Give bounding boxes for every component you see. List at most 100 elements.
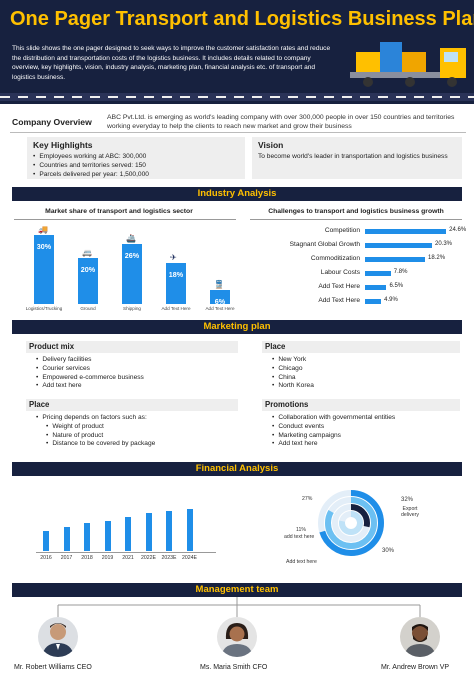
market-share-category: Add Text Here bbox=[205, 306, 235, 311]
industry-analysis-band: Industry Analysis bbox=[12, 187, 462, 201]
road-stripe bbox=[0, 93, 474, 101]
key-highlight-item: Parcels delivered per year: 1,500,000 bbox=[33, 170, 239, 179]
market-share-title: Market share of transport and logistics … bbox=[45, 208, 193, 215]
challenge-label: Labour Costs bbox=[320, 269, 360, 276]
challenge-row: Commoditization 18.2% bbox=[262, 254, 462, 265]
team-member-vp bbox=[400, 617, 440, 657]
divider bbox=[14, 219, 236, 220]
list-item: Pricing depends on factors such as: bbox=[36, 414, 238, 423]
challenge-label: Competition bbox=[324, 227, 360, 234]
truck-illustration bbox=[350, 38, 470, 90]
vision-box: Vision To become world's leader in trans… bbox=[252, 137, 462, 179]
challenge-label: Stagnant Global Growth bbox=[289, 241, 360, 248]
list-item: North Korea bbox=[272, 382, 460, 391]
divider bbox=[10, 132, 466, 133]
vision-text: To become world's leader in transportati… bbox=[258, 153, 448, 160]
team-member-name: Mr. Andrew Brown VP bbox=[381, 664, 450, 671]
pie-annotation: Export delivery bbox=[401, 506, 419, 518]
key-highlights-box: Key Highlights Employees working at ABC:… bbox=[27, 137, 245, 179]
donut-segment bbox=[339, 511, 363, 535]
financial-year-label: 2018 bbox=[81, 555, 93, 561]
challenge-label: Add Text Here bbox=[318, 283, 360, 290]
market-share-bar: 30% bbox=[34, 235, 54, 304]
donut-segment bbox=[325, 497, 377, 549]
pie-label: 30% bbox=[382, 548, 395, 554]
challenge-value: 4.9% bbox=[384, 297, 398, 303]
market-share-bar: 18% bbox=[166, 262, 186, 304]
financial-year-label: 2022E bbox=[140, 555, 156, 561]
challenges-title: Challenges to transport and logistics bu… bbox=[268, 208, 444, 215]
list-sub-item: Weight of product bbox=[46, 423, 238, 432]
chart-axis bbox=[36, 552, 216, 553]
challenge-label: Commoditization bbox=[310, 255, 360, 262]
financial-bar bbox=[43, 531, 49, 551]
header-description: This slide shows the one pager designed … bbox=[12, 45, 331, 81]
list-item: Empowered e-commerce business bbox=[36, 374, 238, 383]
list-item: Collaboration with governmental entities bbox=[272, 414, 460, 423]
avatar bbox=[38, 617, 78, 657]
market-share-category: Add Text Here bbox=[161, 306, 191, 311]
team-member-cfo bbox=[217, 617, 257, 657]
list-item: Delivery facilities bbox=[36, 356, 238, 365]
financial-bar bbox=[166, 511, 172, 551]
market-share-category: Logistics/Trucking bbox=[25, 306, 63, 311]
financial-year-label: 2016 bbox=[40, 555, 52, 561]
avatar bbox=[217, 617, 257, 657]
financial-year-label: 2024E bbox=[181, 555, 197, 561]
financial-donut-chart bbox=[318, 490, 384, 556]
market-share-category: Ground bbox=[80, 306, 96, 311]
list-item: Marketing campaigns bbox=[272, 432, 460, 441]
header-banner: One Pager Transport and Logistics Busine… bbox=[0, 0, 474, 104]
challenge-row: Stagnant Global Growth 20.3% bbox=[262, 240, 462, 251]
company-overview-label: Company Overview bbox=[12, 117, 92, 127]
financial-bar bbox=[186, 509, 193, 551]
key-highlight-item: Countries and territories served: 150 bbox=[33, 161, 239, 170]
challenge-value: 6.5% bbox=[389, 283, 404, 289]
challenge-row: Competition 24.6% bbox=[262, 226, 466, 237]
key-highlight-item: Employees working at ABC: 300,000 bbox=[33, 152, 239, 161]
market-share-bar: 6% bbox=[210, 290, 230, 306]
challenge-label: Add Text Here bbox=[318, 297, 360, 304]
challenge-bar bbox=[365, 271, 391, 276]
pie-annotation: add text here bbox=[284, 534, 315, 540]
list-item: New York bbox=[272, 356, 460, 365]
challenge-bar bbox=[365, 229, 447, 234]
list-item: Conduct events bbox=[272, 423, 460, 432]
ship-icon: 🚢 bbox=[126, 234, 136, 244]
marketing-plan-band: Marketing plan bbox=[12, 320, 462, 334]
company-overview-text: ABC Pvt.Ltd. is emerging as world's lead… bbox=[107, 114, 455, 131]
train-icon: 🚆 bbox=[214, 280, 224, 290]
financial-bar bbox=[63, 527, 70, 551]
list-item: China bbox=[272, 374, 460, 383]
management-team-band: Management team bbox=[12, 583, 462, 597]
market-share-bar: 20% bbox=[78, 258, 98, 304]
market-share-bar: 26% bbox=[122, 244, 142, 304]
pie-label: 32% bbox=[401, 497, 414, 503]
donut-segment bbox=[318, 490, 384, 556]
financial-bar bbox=[125, 517, 131, 551]
financial-year-label: 2023E bbox=[161, 555, 177, 561]
financial-bar bbox=[104, 521, 111, 551]
financial-year-label: 2021 bbox=[122, 555, 134, 561]
key-highlights-title: Key Highlights bbox=[33, 140, 93, 150]
divider bbox=[250, 219, 462, 220]
challenge-row: Add Text Here 6.5% bbox=[262, 282, 462, 293]
place-title: Place bbox=[262, 341, 460, 353]
challenge-row: Add Text Here 4.9% bbox=[262, 296, 462, 307]
challenge-bar bbox=[365, 257, 426, 262]
promotions-title: Promotions bbox=[262, 399, 460, 411]
place-box-left: Place Pricing depends on factors such as… bbox=[20, 397, 244, 451]
market-share-category: Shipping bbox=[123, 306, 141, 311]
truck-icon: 🚚 bbox=[38, 225, 48, 234]
donut-segment bbox=[332, 504, 370, 542]
challenge-value: 18.2% bbox=[428, 255, 446, 261]
pie-label: 11% bbox=[296, 527, 306, 533]
van-icon: 🚐 bbox=[82, 248, 92, 257]
avatar bbox=[400, 617, 440, 657]
challenge-value: 7.8% bbox=[393, 269, 408, 275]
vision-title: Vision bbox=[258, 140, 284, 150]
financial-year-label: 2019 bbox=[101, 555, 114, 561]
challenge-bar bbox=[365, 285, 387, 290]
financial-year-label: 2017 bbox=[60, 555, 73, 561]
